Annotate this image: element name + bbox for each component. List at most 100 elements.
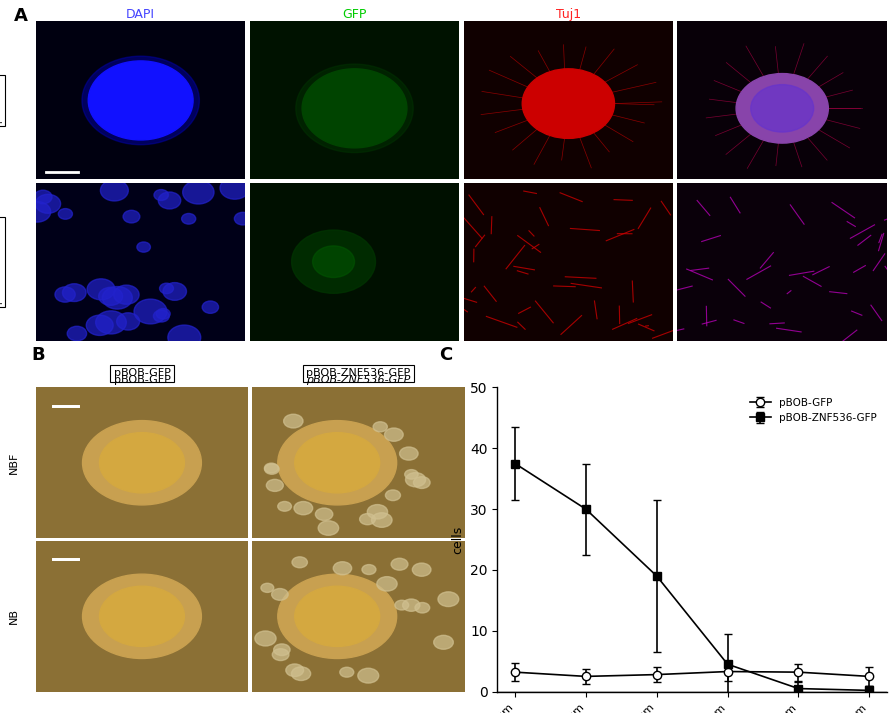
Circle shape — [286, 664, 304, 677]
Circle shape — [362, 565, 376, 575]
Text: pBOB-GFP: pBOB-GFP — [0, 78, 3, 123]
Title: GFP: GFP — [342, 9, 366, 21]
Y-axis label: cells: cells — [452, 525, 464, 554]
Circle shape — [55, 287, 75, 302]
Circle shape — [88, 61, 193, 140]
Circle shape — [313, 246, 355, 277]
Title: DAPI: DAPI — [126, 9, 155, 21]
Circle shape — [266, 479, 283, 491]
Title: Tuj1: Tuj1 — [556, 9, 581, 21]
Circle shape — [58, 209, 73, 219]
Circle shape — [438, 592, 459, 607]
Circle shape — [87, 279, 115, 300]
Circle shape — [359, 513, 375, 525]
Title: pBOB-GFP: pBOB-GFP — [114, 375, 170, 385]
Circle shape — [264, 463, 279, 473]
Circle shape — [163, 282, 186, 300]
Circle shape — [102, 287, 133, 309]
Circle shape — [278, 421, 397, 505]
Text: C: C — [439, 346, 452, 364]
Text: pBOB-GFP: pBOB-GFP — [114, 369, 170, 379]
Circle shape — [415, 602, 430, 613]
Circle shape — [273, 644, 290, 655]
Circle shape — [34, 190, 52, 204]
Circle shape — [159, 283, 174, 294]
Text: pBOB-ZNF536-GFP: pBOB-ZNF536-GFP — [306, 369, 410, 379]
Title: pBOB-ZNF536-GFP: pBOB-ZNF536-GFP — [306, 375, 410, 385]
Circle shape — [23, 202, 51, 222]
Circle shape — [333, 562, 351, 575]
Circle shape — [367, 505, 388, 519]
Circle shape — [220, 177, 250, 199]
Circle shape — [291, 667, 311, 680]
Circle shape — [159, 192, 181, 209]
Circle shape — [522, 69, 615, 138]
Circle shape — [154, 190, 168, 200]
Text: NB: NB — [9, 608, 19, 625]
Circle shape — [358, 668, 379, 683]
Circle shape — [385, 490, 401, 501]
Legend: pBOB-GFP, pBOB-ZNF536-GFP: pBOB-GFP, pBOB-ZNF536-GFP — [745, 393, 882, 429]
Circle shape — [318, 520, 339, 535]
Text: B: B — [31, 346, 45, 364]
Circle shape — [82, 574, 202, 659]
Circle shape — [737, 73, 828, 143]
Circle shape — [183, 180, 214, 204]
Circle shape — [434, 635, 453, 650]
Circle shape — [391, 558, 408, 570]
Circle shape — [202, 301, 219, 313]
Circle shape — [377, 577, 397, 591]
Circle shape — [114, 285, 139, 304]
Text: pBOB-ZNF536-GFP: pBOB-ZNF536-GFP — [0, 220, 3, 304]
Circle shape — [137, 242, 151, 252]
Circle shape — [156, 309, 170, 319]
Circle shape — [116, 313, 140, 330]
Circle shape — [400, 447, 418, 460]
Circle shape — [294, 501, 313, 515]
Circle shape — [86, 315, 113, 335]
Circle shape — [412, 563, 431, 576]
Circle shape — [278, 501, 291, 511]
Circle shape — [751, 85, 814, 132]
Circle shape — [82, 421, 202, 505]
Circle shape — [384, 428, 403, 441]
Circle shape — [271, 588, 289, 600]
Circle shape — [235, 212, 251, 225]
Circle shape — [264, 464, 280, 474]
Circle shape — [395, 600, 409, 610]
Circle shape — [315, 508, 332, 520]
Circle shape — [291, 230, 375, 293]
Circle shape — [134, 299, 167, 324]
Circle shape — [99, 433, 185, 493]
Circle shape — [405, 470, 418, 479]
Circle shape — [99, 586, 185, 647]
Circle shape — [402, 599, 420, 611]
Circle shape — [67, 327, 87, 341]
Circle shape — [372, 513, 392, 528]
Circle shape — [168, 325, 201, 350]
Text: NBF: NBF — [9, 451, 19, 474]
Circle shape — [406, 473, 426, 487]
Circle shape — [373, 422, 387, 432]
Circle shape — [182, 213, 195, 224]
Circle shape — [292, 557, 307, 568]
Circle shape — [36, 195, 61, 213]
Circle shape — [254, 631, 276, 646]
Title: Merge: Merge — [762, 9, 802, 21]
Circle shape — [284, 414, 303, 428]
Circle shape — [63, 284, 86, 302]
Circle shape — [278, 574, 397, 659]
Circle shape — [295, 433, 380, 493]
Circle shape — [413, 477, 430, 488]
Circle shape — [82, 56, 200, 145]
Text: A: A — [13, 7, 27, 25]
Circle shape — [123, 210, 140, 223]
Circle shape — [295, 586, 380, 647]
Circle shape — [96, 311, 126, 334]
Circle shape — [296, 64, 413, 153]
Circle shape — [100, 180, 128, 201]
Circle shape — [302, 69, 407, 148]
Circle shape — [261, 583, 274, 593]
Circle shape — [153, 310, 169, 322]
Circle shape — [99, 287, 123, 305]
